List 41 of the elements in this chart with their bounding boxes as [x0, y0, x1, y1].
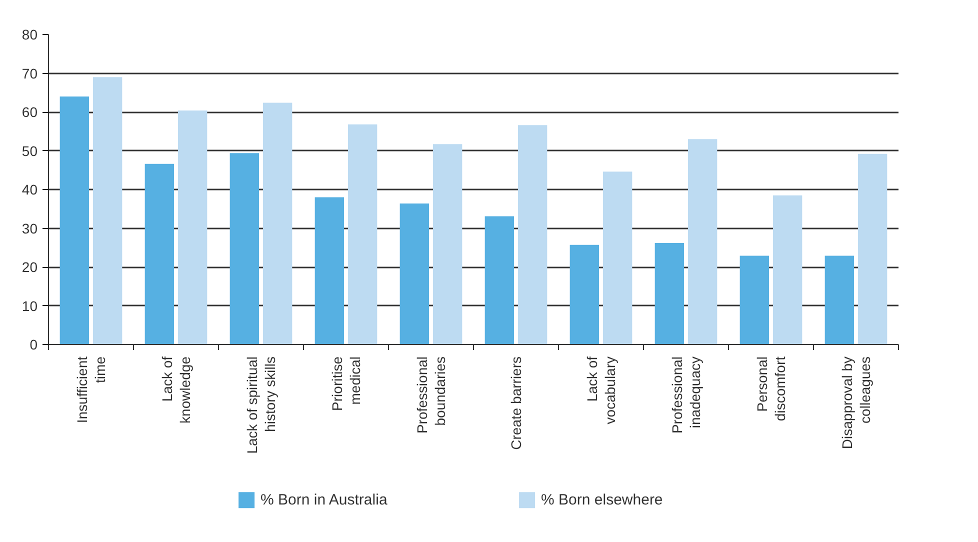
x-tick-label: Create barriers — [508, 356, 524, 450]
bar — [772, 195, 802, 344]
bar — [230, 153, 260, 344]
bar — [400, 203, 430, 344]
bar — [92, 77, 122, 344]
x-tick-label: Lack of vocabulary — [584, 356, 618, 424]
y-tick-label: 30 — [22, 220, 38, 236]
bar — [858, 154, 888, 344]
bar — [570, 244, 600, 344]
bar — [348, 124, 378, 344]
bar — [144, 164, 174, 344]
x-tick-label: Professional boundaries — [414, 356, 448, 434]
y-tick-label: 60 — [22, 104, 38, 120]
bar — [740, 256, 770, 344]
x-tick-label: Prioritise medical — [329, 356, 363, 411]
bar — [60, 96, 90, 344]
y-tick-label: 40 — [22, 182, 38, 198]
bar — [314, 197, 344, 344]
bar — [484, 216, 514, 344]
bar — [602, 172, 632, 344]
x-tick-label: Professional inadequacy — [669, 356, 703, 434]
x-tick-label: Lack of knowledge — [159, 356, 193, 424]
bar — [262, 102, 292, 344]
y-tick-label: 80 — [22, 26, 38, 42]
x-tick-label: Disapproval by colleagues — [839, 356, 873, 450]
bar — [824, 256, 854, 344]
y-tick-label: 0 — [30, 336, 38, 352]
bar — [654, 242, 684, 344]
bar — [518, 125, 548, 344]
y-tick-label: 50 — [22, 142, 38, 159]
x-tick-label: Insufficient time — [74, 356, 108, 424]
y-tick-label: 20 — [22, 259, 38, 275]
legend-label: % Born elsewhere — [541, 492, 663, 509]
y-tick-label: 70 — [22, 65, 38, 82]
bar — [178, 110, 208, 344]
x-tick-label: Lack of spiritual history skills — [244, 356, 278, 454]
bar — [688, 139, 718, 344]
bar — [432, 144, 462, 344]
legend-label: % Born in Australia — [260, 492, 388, 509]
y-tick-label: 10 — [22, 298, 38, 314]
x-tick-label: Personal discomfort — [754, 356, 788, 422]
